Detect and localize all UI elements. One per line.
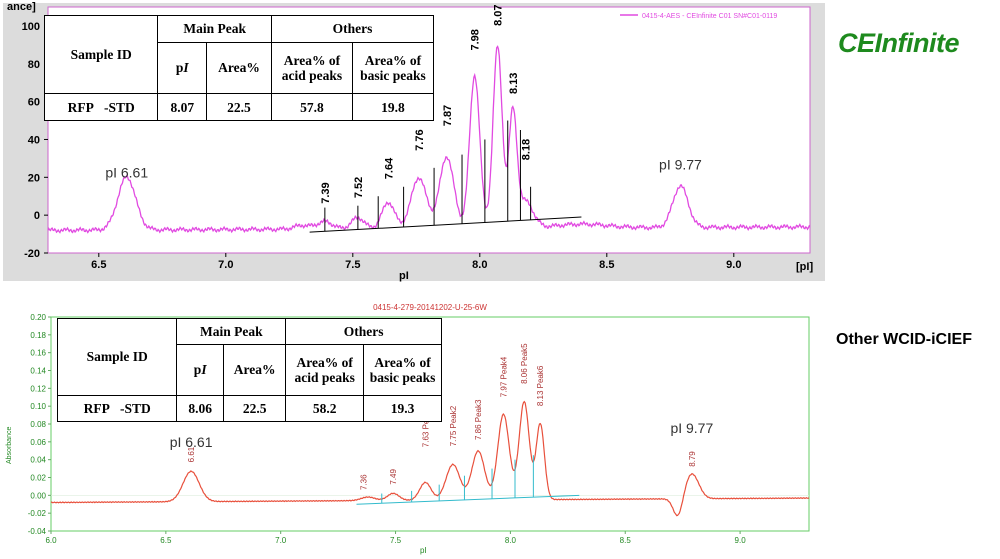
ceinfinite-logo: CEInfinite xyxy=(838,28,960,58)
trace-line xyxy=(50,400,810,517)
row-acid: 58.2 xyxy=(285,394,365,423)
pi-annotation: pI 6.61 xyxy=(105,164,148,180)
peak-label: 7.49 xyxy=(389,469,398,485)
y-tick-label: 100 xyxy=(22,21,40,33)
header-others: Others xyxy=(285,317,442,346)
peak-label: 7.63 Peak1 xyxy=(421,406,430,447)
y-tick-label: 0.20 xyxy=(30,313,46,322)
peak-label: 8.13 Peak6 xyxy=(536,365,545,406)
row-sample: RFP -STD xyxy=(56,394,178,423)
row-basic: 19.3 xyxy=(363,394,442,423)
row-basic: 19.8 xyxy=(351,93,435,121)
y-tick-label: -0.04 xyxy=(28,527,47,536)
header-others: Others xyxy=(270,15,435,43)
x-tick-label: 6.5 xyxy=(160,536,172,545)
peak-label: 7.86 Peak3 xyxy=(474,399,483,440)
y-axis-label: ance] xyxy=(7,1,36,13)
ceinfinite-panel: -20 0 20 40 60 80 100 6.5 7.0 7.5 8.0 8.5 9.0 ance] pI… xyxy=(3,1,825,282)
x-unit-label: [pI] xyxy=(796,261,813,273)
header-area: Area% xyxy=(206,41,272,95)
row-area: 22.5 xyxy=(206,93,272,121)
row-pi: 8.07 xyxy=(157,93,208,121)
x-axis-label: pI xyxy=(420,546,427,555)
peak-label: 7.97 Peak4 xyxy=(500,356,509,397)
pi-annotation: pI 9.77 xyxy=(670,420,713,436)
y-tick-label: 0.00 xyxy=(30,491,46,500)
peak-label: 7.39 xyxy=(320,182,332,203)
x-tick-label: 6.5 xyxy=(91,259,106,271)
row-sample: RFP -STD xyxy=(43,93,159,121)
header-area: Area% xyxy=(223,344,287,396)
y-tick-label: 0.04 xyxy=(30,456,46,465)
chart-title: 0415-4-279-20141202-U-25-6W xyxy=(373,303,487,312)
y-tick-label: 0.16 xyxy=(30,349,46,358)
y-tick-label: -0.02 xyxy=(28,509,47,518)
y-tick-label: 80 xyxy=(28,59,40,71)
x-tick-label: 7.0 xyxy=(275,536,287,545)
y-tick-label: 0.18 xyxy=(30,331,46,340)
header-acid: Area% of acid peaks xyxy=(285,344,365,396)
x-tick-label: 8.5 xyxy=(620,536,632,545)
header-acid: Area% of acid peaks xyxy=(270,41,353,95)
pi-annotation: pI 6.61 xyxy=(170,434,213,450)
peak-label: 7.52 xyxy=(353,177,365,198)
y-tick-label: 40 xyxy=(28,134,40,146)
peak-label: 7.76 xyxy=(414,129,426,150)
row-pi: 8.06 xyxy=(176,394,225,423)
x-axis-label: pI xyxy=(399,270,409,282)
y-tick-label: 0.06 xyxy=(30,438,46,447)
results-table-top: Sample ID Main Peak Others pI Area% Area… xyxy=(43,14,435,121)
y-tick-label: 0.02 xyxy=(30,474,46,483)
pi-annotation: pI 9.77 xyxy=(659,157,702,173)
y-tick-label: 20 xyxy=(28,172,40,184)
header-main-peak: Main Peak xyxy=(176,317,287,346)
peak-label: 8.79 xyxy=(688,451,697,467)
peak-label: 7.75 Peak2 xyxy=(449,405,458,446)
x-tick-label: 9.0 xyxy=(735,536,747,545)
x-tick-label: 6.0 xyxy=(45,536,57,545)
x-tick-label: 8.5 xyxy=(599,259,614,271)
peak-label: 6.61 xyxy=(187,446,196,462)
header-main-peak: Main Peak xyxy=(157,15,272,43)
header-pi: pI xyxy=(157,41,208,95)
x-tick-label: 7.5 xyxy=(345,259,360,271)
integration-baseline xyxy=(356,494,580,505)
peak-label: 7.98 xyxy=(470,29,482,50)
header-basic: Area% of basic peaks xyxy=(351,41,435,95)
integration-baseline xyxy=(309,216,582,233)
row-area: 22.5 xyxy=(223,394,287,423)
y-axis-label: Absorbance xyxy=(6,427,13,464)
trace-line xyxy=(47,45,811,234)
y-tick-label: -20 xyxy=(24,248,40,260)
x-tick-label: 9.0 xyxy=(726,259,741,271)
x-tick-label: 8.0 xyxy=(505,536,517,545)
peak-label: 7.36 xyxy=(359,474,368,490)
peak-label: 8.06 Peak5 xyxy=(520,343,529,384)
x-tick-label: 8.0 xyxy=(472,259,487,271)
legend-text: 0415-4-AES - CEInfinite C01 SN#C01-0119 xyxy=(642,13,777,20)
peak-label: 7.87 xyxy=(442,105,454,126)
x-tick-label: 7.0 xyxy=(218,259,233,271)
peak-label: 8.07 xyxy=(493,5,505,26)
y-tick-label: 0.12 xyxy=(30,384,46,393)
header-sample-id: Sample ID xyxy=(56,318,178,396)
header-pi: pI xyxy=(176,344,225,396)
header-basic: Area% of basic peaks xyxy=(363,344,442,396)
results-table-bottom: Sample ID Main Peak Others pI Area% Area… xyxy=(56,317,442,423)
peak-label: 8.13 xyxy=(508,73,520,94)
x-tick-label: 7.5 xyxy=(390,536,402,545)
wcid-icief-panel: 0415-4-279-20141202-U-25-6W -0.04 -0.02 0.0… xyxy=(3,300,825,558)
row-acid: 57.8 xyxy=(270,93,353,121)
y-tick-label: 0.10 xyxy=(30,402,46,411)
y-tick-label: 0.14 xyxy=(30,367,46,376)
other-wcid-icief-label: Other WCID-iCIEF xyxy=(836,331,972,348)
peak-label: 8.18 xyxy=(521,139,533,160)
y-tick-label: 0 xyxy=(34,210,40,222)
y-tick-label: 60 xyxy=(28,97,40,109)
peak-label: 7.64 xyxy=(383,157,395,179)
y-tick-label: 0.08 xyxy=(30,420,46,429)
header-sample-id: Sample ID xyxy=(43,14,159,95)
